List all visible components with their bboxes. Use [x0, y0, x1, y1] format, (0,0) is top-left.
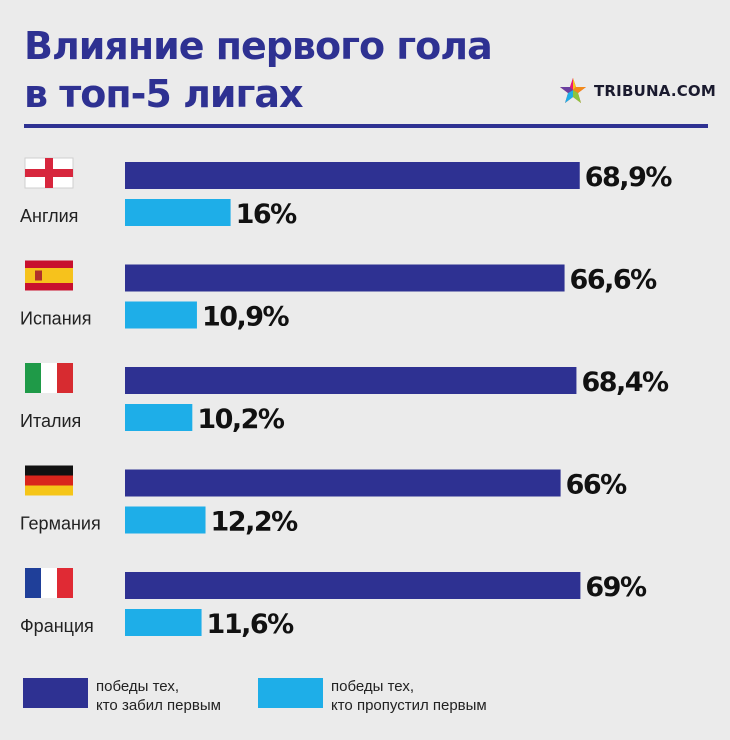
header-rule — [24, 124, 708, 128]
country-label: Италия — [20, 411, 81, 431]
logo-text: TRIBUNA.COM — [594, 82, 717, 100]
legend-swatch-conceded-first — [258, 678, 323, 708]
country-label: Германия — [20, 514, 101, 534]
bar-conceded-first — [125, 199, 231, 226]
value-label-conceded-first: 12,2% — [211, 507, 299, 538]
bar-conceded-first — [125, 506, 206, 534]
value-label-conceded-first: 10,9% — [202, 302, 290, 333]
bar-scored-first — [125, 367, 577, 394]
legend-swatch-scored-first — [23, 678, 88, 708]
value-label-scored-first: 69% — [585, 572, 647, 603]
value-label-scored-first: 66% — [566, 470, 628, 501]
bar-scored-first — [125, 572, 581, 599]
legend-label-conceded-first: победы тех, кто пропустил первым — [331, 678, 487, 714]
bar-scored-first — [125, 162, 580, 189]
value-label-conceded-first: 10,2% — [197, 404, 285, 435]
value-label-conceded-first: 16% — [236, 199, 298, 230]
country-label: Испания — [20, 309, 91, 329]
country-label: Франция — [20, 616, 94, 636]
tribuna-logo: TRIBUNA.COM — [558, 76, 716, 106]
title-line-2: в топ-5 лигах — [24, 72, 304, 116]
value-label-scored-first: 68,9% — [585, 162, 673, 193]
country-label: Англия — [20, 206, 78, 226]
value-label-scored-first: 66,6% — [570, 265, 658, 296]
value-label-conceded-first: 11,6% — [207, 609, 295, 640]
title-line-1: Влияние первого гола — [24, 24, 493, 68]
bar-scored-first — [125, 469, 561, 497]
star-logo-icon — [560, 78, 586, 103]
france-flag-icon — [25, 568, 73, 598]
germany-flag-icon — [25, 465, 73, 496]
italy-flag-icon — [25, 363, 73, 393]
value-label-scored-first: 68,4% — [581, 367, 669, 398]
legend-label-scored-first: победы тех, кто забил первым — [96, 678, 221, 714]
bar-conceded-first — [125, 609, 202, 636]
bar-scored-first — [125, 264, 565, 292]
bar-conceded-first — [125, 404, 193, 431]
bar-conceded-first — [125, 301, 197, 329]
chart-title: Влияние первого гола в топ-5 лигах — [24, 22, 493, 118]
england-flag-icon — [24, 157, 74, 189]
spain-flag-icon — [25, 260, 73, 291]
